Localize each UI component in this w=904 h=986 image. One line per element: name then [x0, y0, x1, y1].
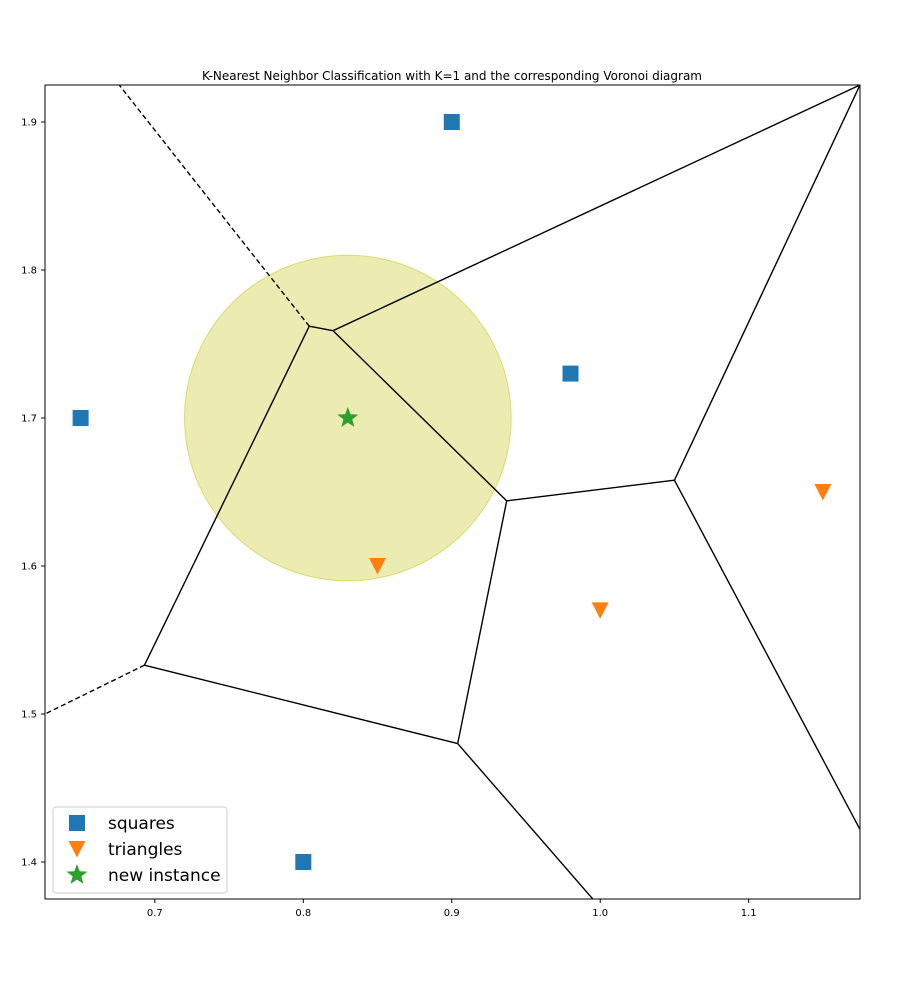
triangles-point-0 — [369, 558, 387, 575]
y-tick-label-0: 1.4 — [21, 858, 37, 869]
voronoi-edge-0 — [309, 325, 334, 332]
legend-box — [52, 806, 228, 894]
plot-content — [45, 85, 860, 899]
voronoi-ridge-dashed-1 — [45, 664, 145, 715]
x-tick-label-1: 0.8 — [295, 908, 311, 919]
voronoi-edge-5 — [143, 325, 310, 666]
y-tick-label-1: 1.5 — [21, 710, 37, 721]
legend-marker-squares — [69, 815, 85, 831]
squares-point-3 — [562, 365, 579, 382]
voronoi-edge-7 — [673, 85, 860, 481]
voronoi-edge-6 — [332, 85, 860, 332]
plot-border — [44, 84, 861, 900]
triangles-point-1 — [591, 602, 609, 619]
y-tick-label-5: 1.9 — [21, 118, 37, 129]
x-axis: 0.7 0.8 0.9 1.0 1.1 — [147, 899, 757, 919]
voronoi-edge-4 — [144, 664, 458, 745]
legend: squares triangles new instance — [52, 806, 228, 894]
squares-point-1 — [295, 854, 312, 870]
x-tick-label-3: 1.0 — [592, 908, 608, 919]
triangles-point-2 — [814, 484, 832, 501]
chart-title: K-Nearest Neighbor Classification with K… — [202, 69, 702, 83]
legend-marker-triangles — [68, 841, 86, 858]
squares-point-0 — [72, 410, 89, 426]
voronoi-edge-2 — [506, 479, 675, 502]
voronoi-edge-1 — [332, 330, 508, 502]
plot-area — [45, 85, 860, 899]
voronoi-edge-3 — [457, 500, 508, 744]
x-tick-label-4: 1.1 — [741, 908, 757, 919]
y-tick-label-4: 1.8 — [21, 266, 37, 277]
voronoi-edge-9 — [457, 743, 594, 899]
new-instance-point-0 — [337, 407, 359, 427]
voronoi-ridge-dashed-0 — [118, 85, 310, 327]
y-tick-label-3: 1.7 — [21, 414, 37, 425]
y-tick-label-2: 1.6 — [21, 562, 37, 573]
voronoi-edge-8 — [673, 479, 860, 830]
legend-label-squares: squares — [108, 814, 175, 834]
squares-point-2 — [443, 114, 460, 130]
legend-label-new-instance: new instance — [108, 866, 221, 886]
legend-marker-new-instance — [66, 864, 88, 884]
x-tick-label-2: 0.9 — [444, 908, 460, 919]
y-axis: 1.4 1.5 1.6 1.7 1.8 1.9 — [21, 118, 45, 869]
legend-label-triangles: triangles — [108, 840, 183, 860]
x-tick-label-0: 0.7 — [147, 908, 163, 919]
